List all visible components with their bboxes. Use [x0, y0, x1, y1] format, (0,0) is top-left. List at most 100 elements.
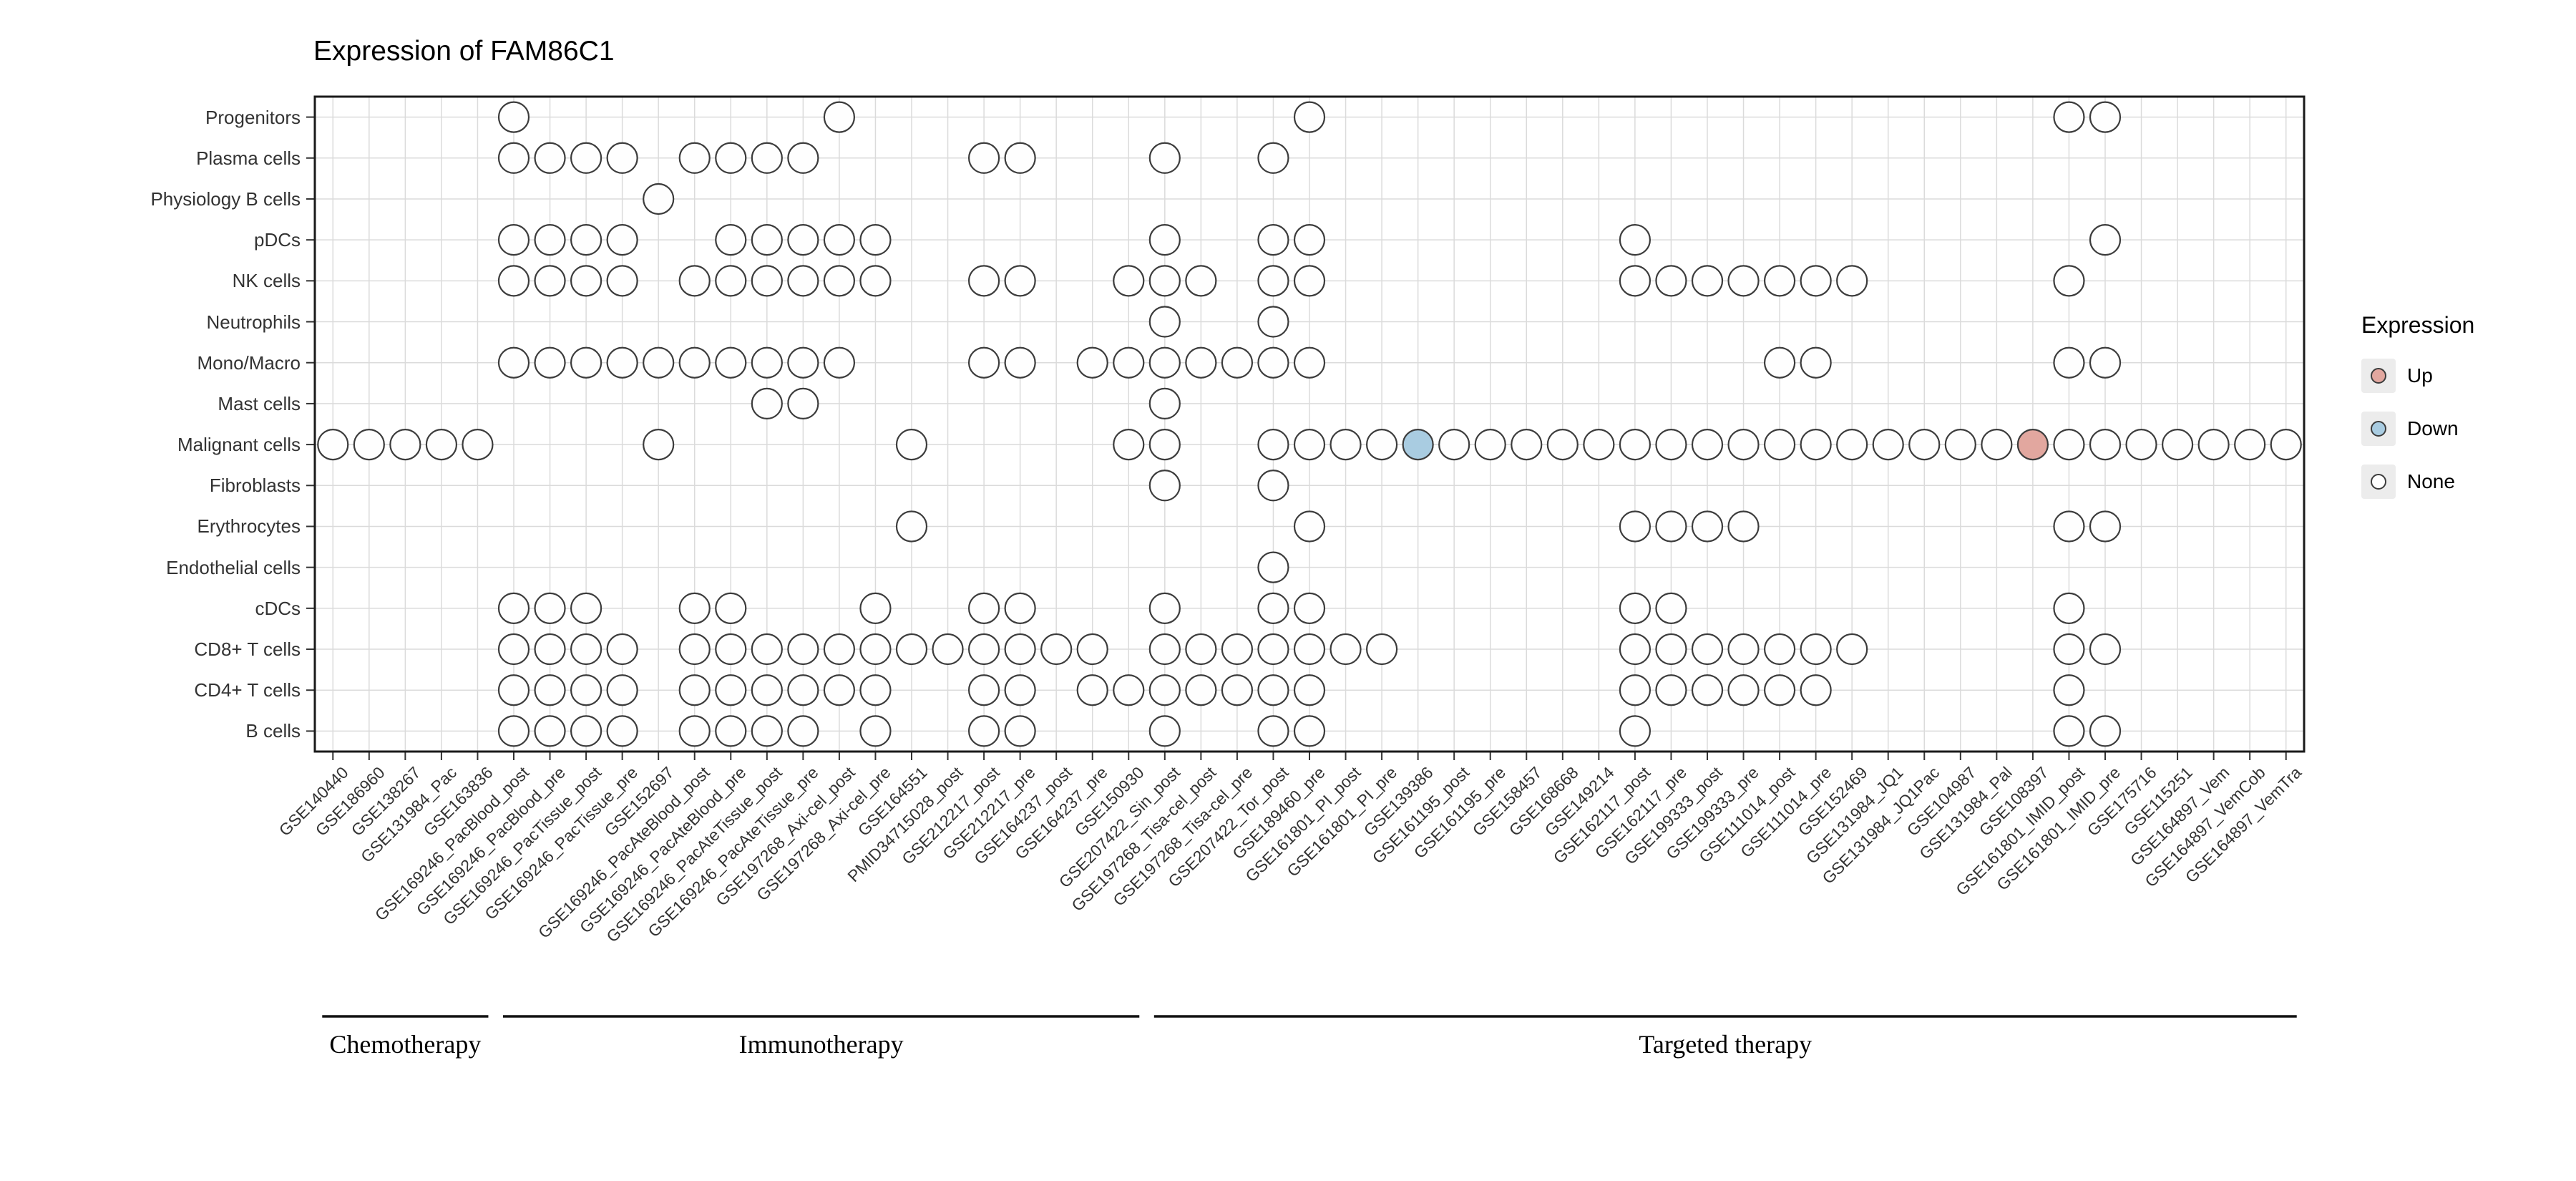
- expression-dot-none: [1113, 674, 1145, 706]
- expression-dot-none: [1619, 265, 1652, 297]
- chart-title: Expression of FAM86C1: [313, 36, 615, 67]
- y-axis-label: B cells: [245, 720, 301, 742]
- legend-label: Down: [2407, 417, 2459, 439]
- expression-dot-none: [823, 265, 856, 297]
- expression-dot-none: [859, 592, 892, 624]
- expression-dot-none: [606, 265, 638, 297]
- legend-items: Up Down None: [2361, 359, 2474, 499]
- expression-dot-none: [1185, 265, 1217, 297]
- expression-dot-none: [2197, 428, 2230, 461]
- group-label: Immunotherapy: [738, 1030, 904, 1059]
- expression-dot-none: [787, 224, 819, 256]
- expression-dot-none: [1655, 428, 1687, 461]
- expression-dot-none: [678, 346, 711, 379]
- expression-dot-none: [1546, 428, 1579, 461]
- expression-dot-none: [1619, 428, 1652, 461]
- expression-dot-none: [751, 265, 783, 297]
- expression-dot-none: [859, 715, 892, 747]
- expression-dot-none: [678, 633, 711, 666]
- expression-dot-none: [497, 592, 530, 624]
- expression-dot-none: [787, 674, 819, 706]
- expression-dot-none: [570, 674, 602, 706]
- expression-dot-none: [2125, 428, 2157, 461]
- expression-dot-none: [1148, 428, 1181, 461]
- expression-dot-none: [643, 346, 675, 379]
- expression-dot-none: [1113, 346, 1145, 379]
- expression-dot-none: [1836, 265, 1868, 297]
- expression-dot-none: [787, 265, 819, 297]
- expression-dot-none: [967, 633, 1000, 666]
- expression-dot-none: [1293, 592, 1326, 624]
- expression-dot-none: [1004, 633, 1036, 666]
- expression-dot-none: [2053, 592, 2085, 624]
- expression-dot-none: [1257, 428, 1289, 461]
- expression-dot-none: [534, 346, 566, 379]
- y-axis-label: Fibroblasts: [209, 475, 301, 497]
- legend-label: Up: [2407, 364, 2433, 387]
- expression-dot-none: [1800, 633, 1832, 666]
- expression-dot-none: [534, 715, 566, 747]
- expression-dot-none: [1257, 470, 1289, 502]
- expression-dot-none: [2053, 715, 2085, 747]
- expression-dot-none: [1148, 306, 1181, 338]
- expression-dot-none: [751, 142, 783, 174]
- panel-border: [313, 95, 2306, 753]
- expression-dot-none: [1004, 715, 1036, 747]
- expression-dot-none: [1185, 633, 1217, 666]
- legend-dot-down-icon: [2371, 421, 2386, 437]
- expression-dot-none: [1619, 715, 1652, 747]
- expression-dot-none: [823, 101, 856, 133]
- expression-dot-none: [534, 592, 566, 624]
- expression-dot-none: [1330, 428, 1362, 461]
- expression-dot-none: [2089, 715, 2122, 747]
- expression-dot-none: [1257, 265, 1289, 297]
- expression-dot-none: [1076, 633, 1108, 666]
- expression-dot-none: [751, 715, 783, 747]
- expression-dot-none: [497, 346, 530, 379]
- expression-dot-none: [678, 592, 711, 624]
- expression-dot-none: [1619, 224, 1652, 256]
- expression-dot-none: [1004, 142, 1036, 174]
- expression-dot-none: [859, 265, 892, 297]
- expression-dot-none: [1365, 633, 1398, 666]
- expression-dot-none: [715, 592, 747, 624]
- expression-dot-none: [2053, 428, 2085, 461]
- expression-dot-none: [859, 674, 892, 706]
- expression-dot-none: [1727, 428, 1760, 461]
- y-axis-label: Endothelial cells: [166, 556, 301, 578]
- expression-dot-none: [570, 265, 602, 297]
- expression-dot-none: [1330, 633, 1362, 666]
- expression-dot-none: [1148, 633, 1181, 666]
- expression-dot-none: [1583, 428, 1615, 461]
- expression-dot-none: [1257, 306, 1289, 338]
- expression-dot-none: [1944, 428, 1976, 461]
- expression-dot-none: [715, 224, 747, 256]
- expression-dot-none: [678, 674, 711, 706]
- expression-dot-none: [1800, 428, 1832, 461]
- expression-dot-none: [1076, 346, 1108, 379]
- expression-dot-none: [606, 224, 638, 256]
- legend-title: Expression: [2361, 312, 2475, 338]
- expression-dot-none: [497, 224, 530, 256]
- expression-dot-none: [2270, 428, 2302, 461]
- expression-dot-none: [1619, 674, 1652, 706]
- expression-dot-none: [1763, 428, 1796, 461]
- legend-key: [2361, 465, 2396, 499]
- expression-dot-none: [1293, 224, 1326, 256]
- expression-dot-none: [1148, 265, 1181, 297]
- expression-dot-none: [1655, 265, 1687, 297]
- expression-dot-none: [1763, 346, 1796, 379]
- expression-dot-none: [1619, 510, 1652, 543]
- expression-dot-none: [534, 265, 566, 297]
- expression-dot-none: [462, 428, 494, 461]
- expression-dot-none: [895, 633, 928, 666]
- y-axis-label: Malignant cells: [177, 434, 301, 456]
- expression-dot-none: [1257, 551, 1289, 583]
- y-axis-label: cDCs: [255, 597, 301, 619]
- expression-dot-none: [1655, 674, 1687, 706]
- expression-dot-none: [2053, 346, 2085, 379]
- expression-dot-none: [787, 715, 819, 747]
- expression-dot-none: [2234, 428, 2266, 461]
- expression-dot-none: [967, 592, 1000, 624]
